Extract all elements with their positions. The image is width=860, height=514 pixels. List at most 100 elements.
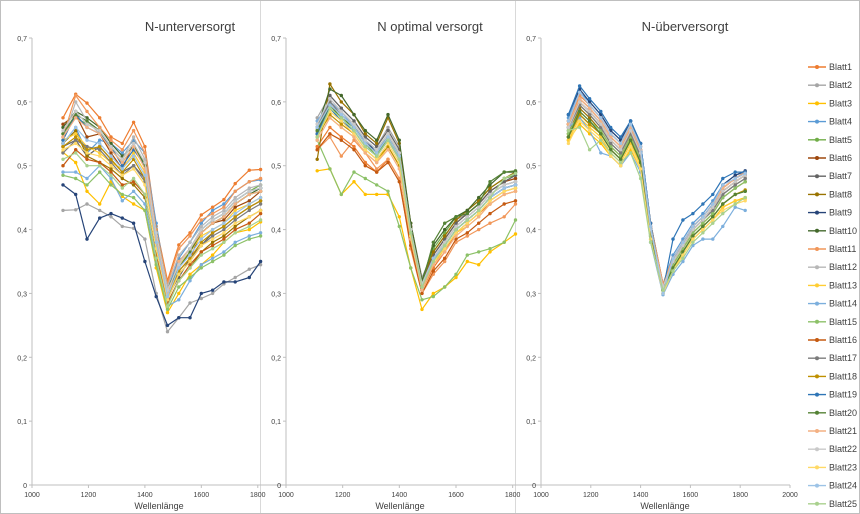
data-point [681,240,685,244]
data-point [199,266,203,270]
data-point [386,128,390,133]
y-tick-label: 0,7 [526,36,536,43]
legend-marker [815,283,819,288]
data-point [109,183,113,187]
data-point [222,215,226,219]
data-point [210,291,215,296]
data-point [85,151,89,155]
data-point [177,272,181,276]
data-point [566,125,571,130]
data-point [721,205,725,209]
data-point [488,195,492,200]
data-point [199,237,203,241]
legend-entry: Blatt3 [808,98,852,108]
legend-entry: Blatt24 [808,481,857,491]
data-point [587,109,592,114]
data-point [743,195,747,200]
data-point [74,151,78,155]
data-point [233,221,237,225]
data-point [502,215,506,219]
data-point [199,263,203,267]
x-tick-label: 1800 [732,492,748,499]
legend-label: Blatt24 [829,481,857,491]
data-point [210,221,215,225]
data-point [465,234,469,238]
data-point [386,125,390,130]
x-tick-label: 1200 [81,492,97,499]
data-point [375,183,379,187]
data-point [120,224,125,229]
y-tick-label: 0,6 [271,100,281,107]
data-point [502,176,506,181]
series-line [62,184,262,326]
data-point [131,176,136,181]
data-point [258,263,263,267]
data-point [386,135,390,139]
data-point [85,183,89,187]
data-point [109,173,113,177]
legend-marker [815,119,819,124]
data-point [120,176,125,181]
data-point [98,164,102,168]
y-tick-label: 0,6 [526,100,536,107]
data-point [502,170,506,174]
chart-n-optimal-versorgt: N optimal versorgt Wellenlänge 0 0,1 0,2 0,… [271,19,541,511]
y-tick-label: 0,1 [526,419,536,426]
data-point [661,291,665,296]
data-point [609,141,613,146]
legend-entry: Blatt14 [808,299,857,309]
data-point [74,170,78,174]
data-point [247,227,251,232]
data-point [465,221,469,225]
data-point [339,192,343,197]
data-point [247,199,251,203]
data-point [375,192,379,197]
legend-entry: Blatt12 [808,262,857,272]
data-point [386,160,390,165]
data-point [397,180,401,184]
data-point [98,151,102,155]
data-point [465,259,469,264]
data-point [352,180,356,184]
data-point [74,116,78,120]
data-point [431,291,435,296]
legend-label: Blatt17 [829,353,857,363]
data-point [691,237,695,241]
data-point [443,234,447,238]
y-tick-label: 0,1 [17,419,27,426]
data-point [502,180,506,184]
y-tick-label: 0,4 [526,228,536,235]
series-line [568,126,746,291]
data-point [233,199,237,203]
y-tick-label: 0,2 [526,355,536,362]
data-point [233,215,237,219]
legend-entry: Blatt18 [808,371,857,381]
legend-entry: Blatt23 [808,462,857,472]
x-tick-label: 1400 [633,492,649,499]
data-point [247,224,251,229]
chart-title: N optimal versorgt [377,19,483,34]
x-axis-label: Wellenlänge [134,501,183,511]
data-point [619,164,623,168]
data-point [566,135,571,139]
legend-entry: Blatt13 [808,280,857,290]
legend-marker [815,137,819,142]
data-point [477,215,481,219]
data-point [363,148,367,152]
data-point [98,132,102,136]
data-point [711,208,715,213]
data-point [386,189,390,193]
legend: Blatt1 Blatt2 Blatt3 Blatt4 Blatt5 Blatt6 Blat… [808,62,857,509]
data-point [177,259,181,264]
data-point [109,151,113,155]
data-point [566,128,571,133]
data-point [443,259,447,264]
data-point [247,168,251,172]
series-blatt21 [315,116,518,292]
data-point [210,211,215,216]
data-point [165,310,170,315]
data-point [74,128,78,133]
data-point [628,122,633,126]
legend-entry: Blatt21 [808,426,857,436]
legend-entry: Blatt2 [808,80,852,90]
